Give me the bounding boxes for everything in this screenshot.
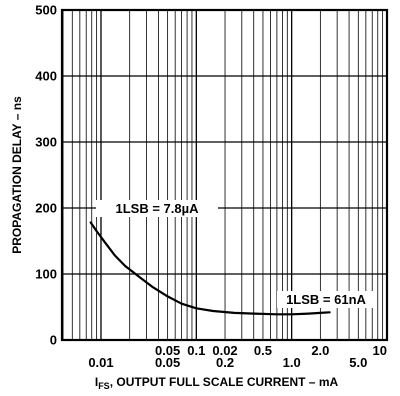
- y-tick-label: 100: [35, 267, 57, 282]
- annotation-background: [96, 200, 218, 217]
- y-tick-labels: 0 100 200 300 400 500: [35, 3, 57, 348]
- y-tick-label: 0: [50, 333, 57, 348]
- x-tick-label: 10: [373, 343, 387, 358]
- y-tick-label: 300: [35, 135, 57, 150]
- x-tick-label: 0.1: [187, 343, 205, 358]
- annotation-label: 1LSB = 61nA: [286, 292, 366, 307]
- annotation-label: 1LSB = 7.8µA: [116, 201, 200, 216]
- x-tick-label: 0.05: [155, 343, 180, 358]
- x-axis-title-subscript: FS: [98, 381, 110, 391]
- x-axis-title-rest: , OUTPUT FULL SCALE CURRENT – mA: [110, 375, 339, 389]
- x-tick-label: 1.0: [283, 355, 301, 370]
- y-tick-label: 400: [35, 69, 57, 84]
- x-tick-labels: 0.05 0.02 0.5 2.0 0.01 0.05 0.2 1.0 5.0 0.1 10: [88, 343, 387, 370]
- x-tick-label: 0.01: [88, 355, 113, 370]
- x-tick-label: 5.0: [349, 355, 367, 370]
- x-tick-label: 0.2: [216, 355, 234, 370]
- y-tick-label: 500: [35, 3, 57, 18]
- series-line: [89, 221, 331, 316]
- y-tick-label: 200: [35, 201, 57, 216]
- y-axis-title: PROPAGATION DELAY – ns: [10, 96, 24, 254]
- x-axis-title: IFS, OUTPUT FULL SCALE CURRENT – mA: [95, 375, 339, 391]
- grid-layer: [62, 9, 387, 341]
- series-layer: [89, 221, 331, 316]
- plot-frame: [60, 8, 389, 342]
- x-tick-label: 0.05: [155, 355, 180, 370]
- x-axis-title-main: I: [95, 375, 98, 389]
- x-tick-label: 0.02: [212, 343, 237, 358]
- annotation-layer: 1LSB = 7.8µA 1LSB = 61nA: [96, 200, 375, 308]
- x-tick-label: 0.5: [254, 343, 272, 358]
- annotation-background: [277, 291, 375, 308]
- x-tick-label: 2.0: [311, 343, 329, 358]
